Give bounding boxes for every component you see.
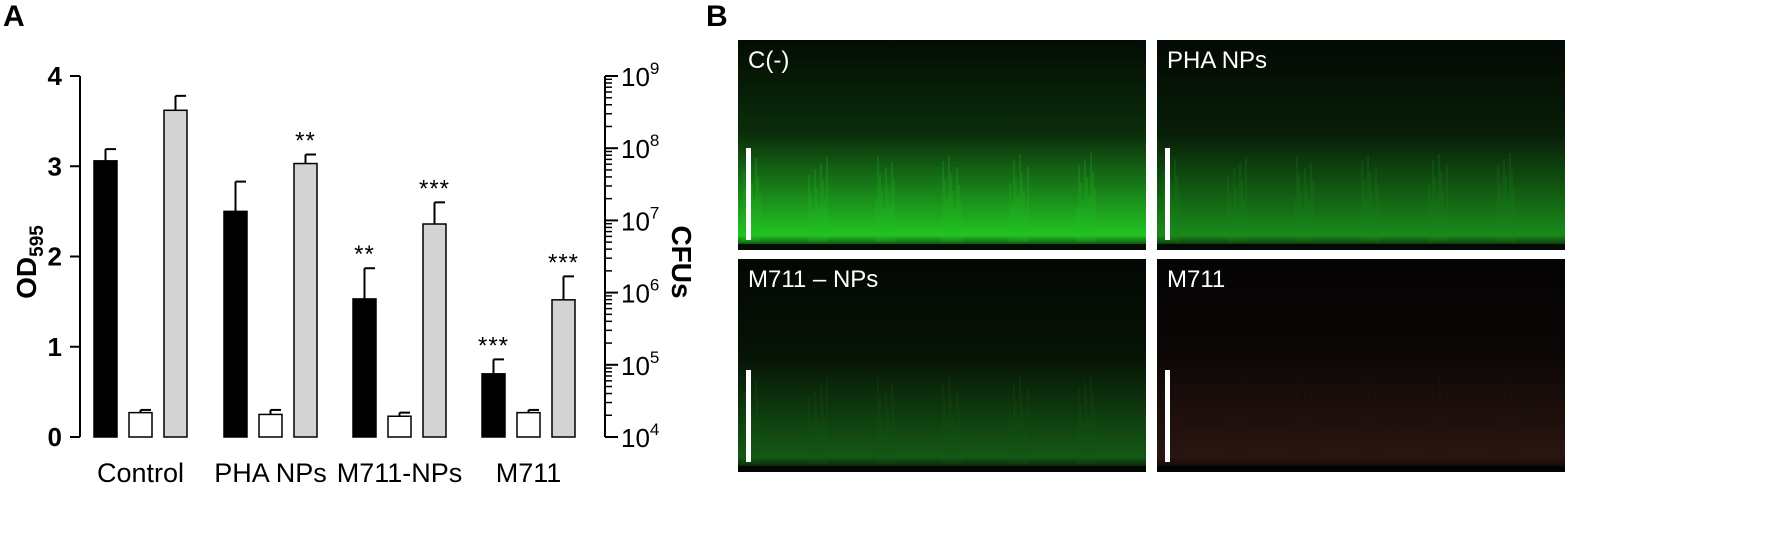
- bar: [258, 413, 283, 438]
- y2-tick-label: 106: [621, 276, 659, 309]
- y-tick-label: 1: [48, 332, 62, 362]
- bar: [516, 411, 541, 438]
- bar: [481, 373, 506, 438]
- micrograph-image: [1157, 40, 1565, 250]
- y-tick-label: 0: [48, 422, 62, 452]
- x-category-label: PHA NPs: [214, 458, 327, 488]
- panel-a-label: A: [3, 0, 25, 33]
- y-axis-title-main: OD: [11, 257, 42, 299]
- y2-tick-base: 10: [621, 134, 650, 164]
- y2-tick-label: 108: [621, 131, 659, 164]
- bar: [422, 223, 447, 438]
- micrograph-baseline: [1157, 466, 1565, 472]
- micrograph-baseline: [1157, 244, 1565, 250]
- y-axis-title-subscript: 595: [27, 225, 48, 257]
- y2-tick-exponent: 9: [650, 59, 659, 78]
- scale-bar: [746, 148, 751, 240]
- bar: [163, 109, 188, 438]
- y2-tick-base: 10: [621, 206, 650, 236]
- micrograph-baseline: [738, 244, 1146, 250]
- plot-area: 01234104105106107108109*************Cont…: [48, 59, 660, 488]
- significance-label: ***: [548, 249, 579, 276]
- bar: [387, 415, 412, 438]
- y2-tick-exponent: 6: [650, 276, 659, 295]
- micrograph-image: [1157, 259, 1565, 472]
- panel-b-label: B: [706, 0, 728, 33]
- significance-label: **: [354, 241, 375, 268]
- micrograph-panel: C(-) PHA NPs M711 – NPs M711: [738, 40, 1565, 472]
- y2-tick-base: 10: [621, 351, 650, 381]
- y-tick-label: 3: [48, 151, 62, 181]
- y2-tick-label: 105: [621, 348, 659, 381]
- y2-tick-base: 10: [621, 62, 650, 92]
- bar: [551, 299, 576, 438]
- y2-tick-exponent: 4: [650, 420, 659, 439]
- micrograph-label: M711: [1167, 266, 1225, 293]
- y-axis-title: OD595: [11, 225, 48, 299]
- y2-axis-title: CFUs: [666, 225, 697, 298]
- micrograph-baseline: [738, 466, 1146, 472]
- x-category-label: Control: [97, 458, 184, 488]
- y2-tick-exponent: 7: [650, 203, 659, 222]
- micrograph-image: [738, 40, 1146, 250]
- bar: [223, 210, 248, 438]
- significance-label: **: [295, 128, 316, 155]
- y2-tick-base: 10: [621, 423, 650, 453]
- y2-tick-label: 104: [621, 420, 659, 453]
- bar: [352, 298, 377, 438]
- bar: [128, 411, 153, 438]
- y-tick-label: 4: [48, 61, 63, 91]
- bar: [293, 162, 318, 438]
- micrograph-label: C(-): [748, 47, 789, 74]
- micrograph-image: [738, 259, 1146, 472]
- y2-tick-exponent: 8: [650, 131, 659, 150]
- micrograph-label: PHA NPs: [1167, 47, 1267, 74]
- y-tick-label: 2: [48, 242, 62, 272]
- x-category-label: M711: [496, 458, 562, 488]
- scale-bar: [1165, 148, 1170, 240]
- y2-tick-label: 107: [621, 203, 659, 236]
- y2-tick-label: 109: [621, 59, 659, 92]
- significance-label: ***: [419, 175, 450, 202]
- bar: [93, 160, 118, 438]
- scale-bar: [746, 370, 751, 462]
- x-category-label: M711-NPs: [337, 458, 463, 488]
- micrograph-label: M711 – NPs: [748, 266, 878, 293]
- scale-bar: [1165, 370, 1170, 462]
- y2-tick-base: 10: [621, 279, 650, 309]
- y2-tick-exponent: 5: [650, 348, 659, 367]
- significance-label: ***: [478, 332, 509, 359]
